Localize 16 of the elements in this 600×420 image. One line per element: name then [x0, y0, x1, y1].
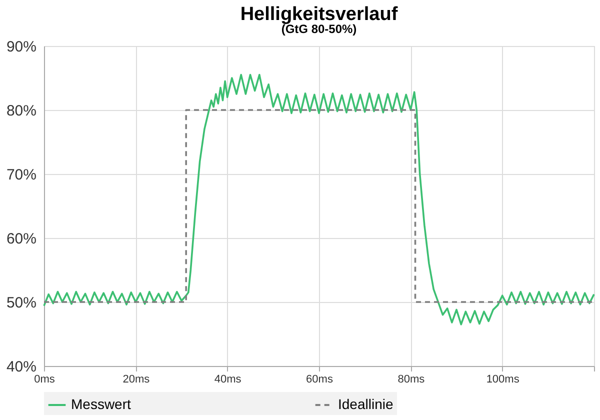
line-series [43, 74, 595, 326]
x-tick-label: 0ms [34, 374, 56, 386]
y-tick-label: 70% [6, 166, 36, 184]
y-tick-label: 60% [6, 230, 36, 248]
x-tick-label: 40ms [214, 374, 242, 386]
x-tick-label: 20ms [122, 374, 150, 386]
x-tick-label: 100ms [486, 374, 520, 386]
y-tick-label: 90% [6, 38, 36, 56]
legend-label: Messwert [71, 396, 132, 412]
legend-label: Ideallinie [338, 396, 394, 412]
y-tick-label: 40% [6, 358, 36, 376]
chart-title: Helligkeitsverlauf [240, 4, 398, 25]
y-tick-label: 80% [6, 102, 36, 120]
x-tick-label: 80ms [398, 374, 426, 386]
y-tick-label: 50% [6, 294, 36, 312]
x-tick-label: 60ms [306, 374, 334, 386]
